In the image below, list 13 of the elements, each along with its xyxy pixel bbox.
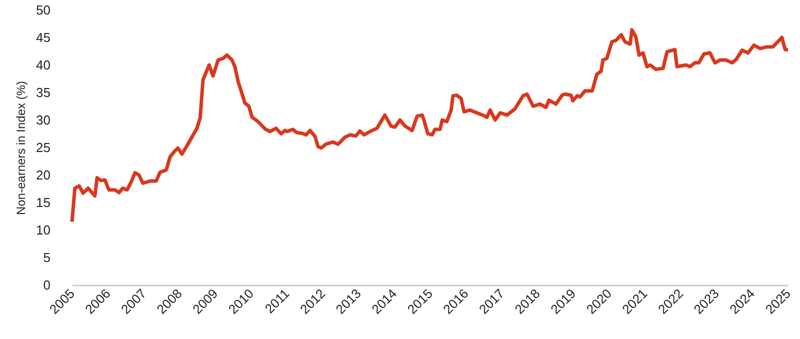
- y-tick-label: 0: [43, 278, 50, 292]
- y-tick-label: 50: [36, 2, 50, 18]
- y-tick-label: 45: [36, 30, 50, 45]
- y-tick-label: 40: [36, 58, 50, 72]
- y-tick-label: 10: [36, 222, 50, 238]
- y-tick-label: 20: [36, 168, 50, 182]
- y-axis-title: Non-earners in Index (%): [14, 80, 28, 216]
- y-tick-label: 25: [36, 140, 50, 155]
- y-tick-label: 15: [36, 195, 50, 210]
- y-tick-label: 35: [36, 85, 50, 100]
- line-series: [70, 28, 790, 224]
- y-tick-label: 5: [43, 250, 50, 265]
- y-tick-label: 30: [36, 112, 50, 128]
